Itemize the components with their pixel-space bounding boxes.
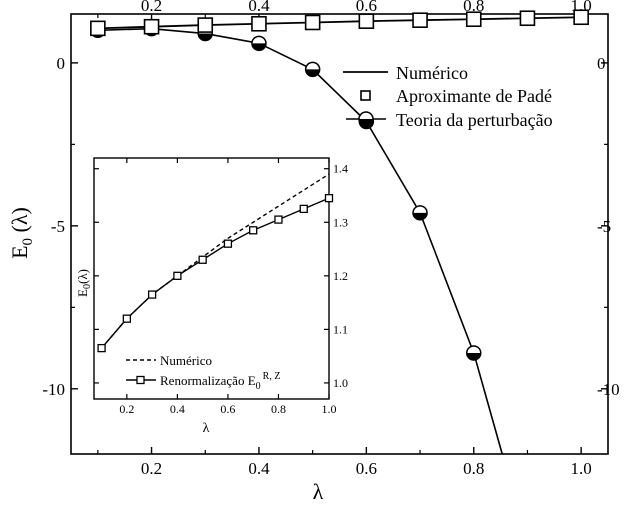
main-x-tick-label-top: 0.6 xyxy=(356,0,377,15)
point-pade xyxy=(90,20,106,37)
main-y-tick-label-left: -5 xyxy=(51,217,65,236)
inset-y-tick-label: 1.4 xyxy=(333,162,348,176)
main-y-tick-label-right: 0 xyxy=(597,54,606,73)
inset-legend-label-numerico: Numérico xyxy=(160,353,212,368)
inset-x-tick-label: 0.2 xyxy=(119,402,134,416)
inset-point-renorm xyxy=(299,204,308,214)
series-line-numerico xyxy=(97,16,582,30)
inset-point-renorm xyxy=(122,314,131,323)
point-perturbacao xyxy=(251,35,267,52)
inset-x-tick-label: 0.4 xyxy=(170,402,185,416)
inset-point-renorm xyxy=(324,194,334,203)
inset-point-renorm xyxy=(147,290,157,299)
main-y-tick-label-right: -5 xyxy=(597,217,611,236)
main-x-tick-label-bottom: 0.4 xyxy=(248,459,270,478)
inset-x-tick-label: 1.0 xyxy=(322,402,337,416)
inset-axes: 0.2 0.4 0.6 0.8 1.0 1.0 1.1 1.2 1.3 1.4 xyxy=(94,158,348,416)
main-x-tick-label-bottom: 1.0 xyxy=(571,459,592,478)
inset-point-renorm xyxy=(173,271,182,280)
inset-series-line-renorm xyxy=(101,197,330,349)
point-pade xyxy=(465,11,482,28)
main-x-tick-label-bottom: 0.6 xyxy=(356,459,377,478)
point-perturbacao xyxy=(466,345,482,361)
point-pade xyxy=(573,9,589,26)
point-perturbacao xyxy=(412,205,428,221)
inset-point-renorm xyxy=(274,215,283,224)
inset-y-tick-label: 1.3 xyxy=(333,215,348,229)
inset-point-renorm xyxy=(198,255,207,264)
inset-y-tick-label: 1.2 xyxy=(333,269,348,283)
point-pade xyxy=(143,18,160,35)
inset-series xyxy=(97,173,334,353)
point-pade xyxy=(519,10,536,27)
inset-y-tick-label: 1.0 xyxy=(333,376,348,390)
inset-x-tick-label: 0.8 xyxy=(271,402,286,416)
main-axes: 0.2 0.2 0.4 0.4 0.6 0.6 0.8 0.8 1.0 1.0 0 0 -5 -5 -10 -… xyxy=(42,0,619,478)
legend-marker-perturbacao xyxy=(358,111,374,127)
main-series xyxy=(90,9,589,455)
main-x-tick-label-top: 0.8 xyxy=(463,0,484,15)
legend-marker-pade xyxy=(360,90,371,101)
point-pade xyxy=(251,15,267,32)
main-legend: Numérico Aproximante de Padé Teoria da p… xyxy=(343,63,553,130)
inset-legend-label-renorm: Renormalização E0R, Z xyxy=(160,371,280,392)
point-pade xyxy=(304,14,321,31)
point-pade xyxy=(197,17,214,33)
point-perturbacao xyxy=(304,61,321,78)
main-x-axis-label: λ xyxy=(313,479,324,504)
legend-label-numerico: Numérico xyxy=(396,63,468,83)
main-y-axis-label: E0 (λ) xyxy=(7,207,36,259)
main-x-tick-label-top: 0.2 xyxy=(141,0,162,15)
inset-x-axis-label: λ xyxy=(203,421,210,436)
inset-y-tick-label: 1.1 xyxy=(333,322,348,336)
legend-label-pade: Aproximante de Padé xyxy=(396,86,552,106)
main-x-tick-label-bottom: 0.2 xyxy=(141,459,162,478)
inset-x-tick-label: 0.6 xyxy=(220,402,235,416)
main-plot-frame xyxy=(70,13,609,455)
inset-legend-marker-renorm xyxy=(136,375,145,385)
legend-label-perturbacao: Teoria da perturbação xyxy=(396,110,553,130)
inset-legend: Numérico Renormalização E0R, Z xyxy=(126,353,280,392)
inset-point-renorm xyxy=(223,239,233,248)
inset-y-axis-label: E0(λ) xyxy=(75,269,93,297)
main-y-tick-label-left: 0 xyxy=(57,54,66,73)
main-y-tick-label-left: -10 xyxy=(42,380,65,399)
point-pade xyxy=(412,12,428,28)
inset-point-renorm xyxy=(249,226,258,235)
inset-point-renorm xyxy=(97,343,106,353)
main-x-tick-label-top: 0.4 xyxy=(248,0,270,15)
point-pade xyxy=(358,13,375,29)
main-x-tick-label-bottom: 0.8 xyxy=(463,459,484,478)
main-y-tick-label-right: -10 xyxy=(597,380,620,399)
